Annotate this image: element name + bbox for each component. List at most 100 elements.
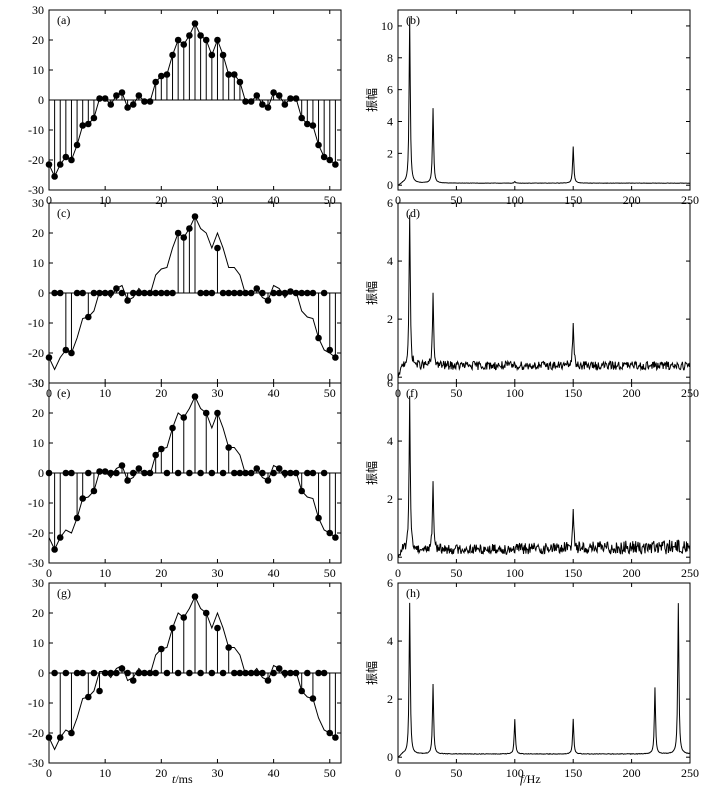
stem-marker xyxy=(124,477,131,484)
stem-marker xyxy=(174,669,182,677)
stem-marker xyxy=(152,289,159,297)
x-tick-label: 0 xyxy=(46,566,52,580)
stem-marker xyxy=(208,669,216,677)
stem-marker xyxy=(180,614,188,621)
x-tick-label: 0 xyxy=(395,193,401,207)
stem-marker xyxy=(152,669,159,677)
y-axis-label: 振幅 xyxy=(364,281,379,305)
stem-marker xyxy=(292,469,300,477)
stem-marker xyxy=(135,289,143,297)
y-axis-label: 振幅 xyxy=(364,461,379,485)
stem-marker xyxy=(158,72,165,80)
stem-marker xyxy=(62,153,70,161)
stem-marker xyxy=(242,98,249,105)
x-tick-label: 10 xyxy=(99,566,111,580)
x-tick-label: 200 xyxy=(623,766,641,780)
stem-marker xyxy=(56,734,64,741)
y-tick-label: 30 xyxy=(32,3,44,17)
y-axis-label: 振幅 xyxy=(364,88,379,112)
y-tick-label: 20 xyxy=(32,226,44,240)
stem-marker xyxy=(174,36,182,44)
stem-marker xyxy=(124,104,131,111)
stem-marker xyxy=(214,409,221,417)
y-tick-label: 10 xyxy=(32,636,44,650)
stem-marker xyxy=(141,669,148,677)
stem-marker xyxy=(247,289,255,297)
stem-marker xyxy=(259,669,266,677)
stem-marker xyxy=(68,729,75,737)
x-tick-label: 0 xyxy=(395,766,401,780)
stem-marker xyxy=(180,234,188,241)
y-tick-label: -10 xyxy=(28,316,44,330)
x-tick-label: 50 xyxy=(324,386,336,400)
stem-marker xyxy=(158,289,165,297)
stem-marker xyxy=(320,669,328,677)
stem-marker xyxy=(113,92,120,99)
x-tick-label: 50 xyxy=(450,566,462,580)
stem-marker xyxy=(197,32,204,39)
stem-marker xyxy=(51,173,58,180)
panel-h: 0 50 100 150 200 250 0 2 4 6 (h) 振幅 xyxy=(364,576,699,780)
stem-marker xyxy=(141,98,148,105)
stem-marker xyxy=(225,644,232,651)
x-tick-label: 100 xyxy=(506,766,524,780)
stem-marker xyxy=(191,393,199,400)
x-tick-label: 10 xyxy=(99,386,111,400)
stem-marker xyxy=(275,289,283,297)
stem-marker xyxy=(298,487,305,495)
x-tick-label: 250 xyxy=(681,766,699,780)
stem-marker xyxy=(326,529,334,537)
stem-marker xyxy=(163,469,171,477)
stem-marker xyxy=(298,289,305,297)
stem-marker xyxy=(135,92,143,99)
stem-marker xyxy=(332,354,339,361)
stem-marker xyxy=(231,669,238,677)
stem-marker xyxy=(236,669,244,677)
stem-marker xyxy=(45,469,53,477)
y-tick-label: 6 xyxy=(387,196,393,210)
stem-marker xyxy=(186,669,193,677)
stem-marker xyxy=(90,487,98,495)
stem-marker xyxy=(208,51,216,59)
x-tick-label: 150 xyxy=(564,766,582,780)
stem-marker xyxy=(264,297,272,304)
stem-marker xyxy=(51,546,58,553)
stem-marker xyxy=(231,289,238,297)
stem-marker xyxy=(186,225,193,232)
stem-marker xyxy=(332,534,339,541)
stem-marker xyxy=(320,289,328,297)
stem-marker xyxy=(197,289,204,297)
stem-marker xyxy=(281,101,289,108)
stem-marker xyxy=(101,669,109,677)
stem-marker xyxy=(315,669,322,677)
stem-marker xyxy=(68,349,75,357)
y-tick-label: 20 xyxy=(32,33,44,47)
stem-marker xyxy=(253,669,261,677)
stem-marker xyxy=(214,36,221,44)
stem-marker xyxy=(180,414,188,421)
stem-marker xyxy=(264,477,272,484)
y-tick-label: 2 xyxy=(387,146,393,160)
stem-marker xyxy=(332,734,339,741)
stem-marker xyxy=(45,734,53,741)
stem-marker xyxy=(219,469,227,477)
stem-marker xyxy=(62,669,70,677)
stem-marker xyxy=(129,101,137,108)
stem-marker xyxy=(96,289,103,297)
stem-marker xyxy=(113,469,120,477)
stem-marker xyxy=(264,104,272,111)
signal-line xyxy=(48,22,336,178)
x-tick-label: 200 xyxy=(623,566,641,580)
stem-marker xyxy=(90,669,98,677)
stem-marker xyxy=(107,469,115,477)
stem-marker xyxy=(113,669,120,677)
stem-marker xyxy=(85,693,92,701)
x-tick-label: 0 xyxy=(46,193,52,207)
stem-marker xyxy=(62,346,70,354)
stem-marker xyxy=(129,289,137,297)
stem-marker xyxy=(101,289,109,297)
y-tick-label: -10 xyxy=(28,123,44,137)
stem-marker xyxy=(298,687,305,695)
